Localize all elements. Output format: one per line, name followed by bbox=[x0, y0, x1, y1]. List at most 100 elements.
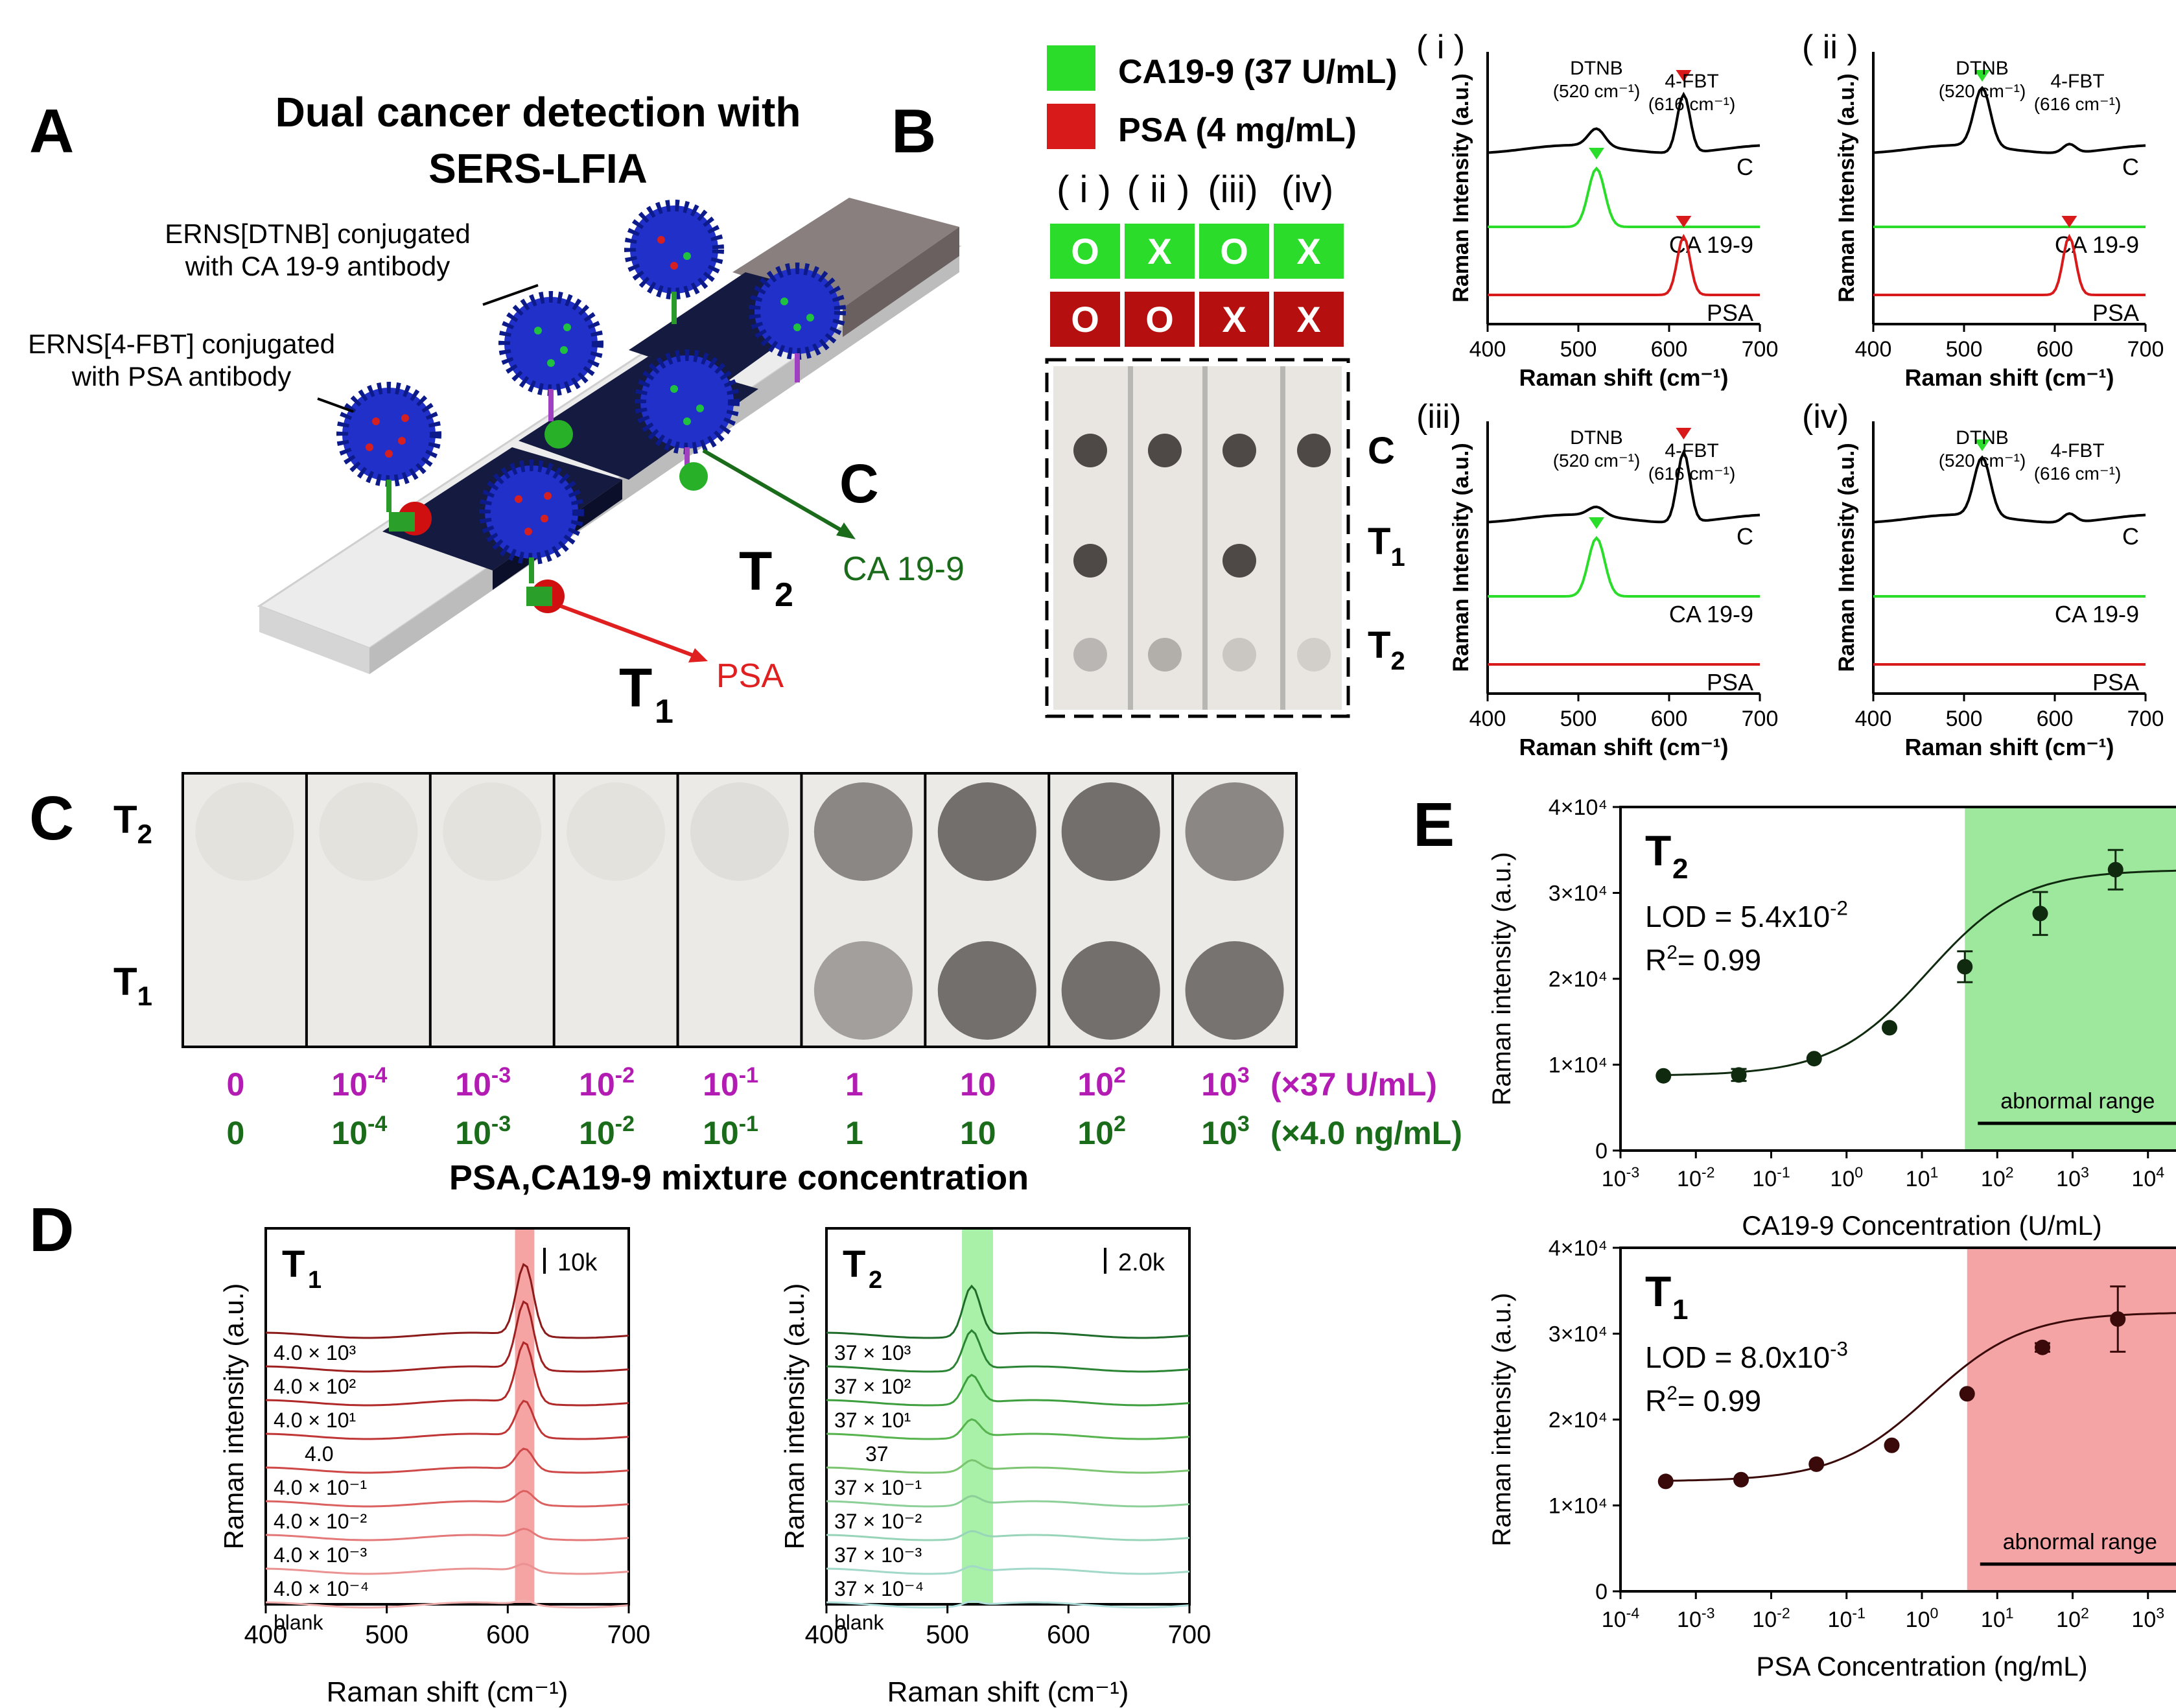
spectrum-6 bbox=[826, 1530, 1190, 1541]
x-axis-label: PSA Concentration (ng/mL) bbox=[1756, 1651, 2087, 1681]
y-axis-label: Raman Intensity (a.u.) bbox=[1449, 443, 1473, 672]
x-tick-label: 104 bbox=[2131, 1164, 2164, 1191]
panel-a-letter: A bbox=[29, 97, 74, 166]
label-fbt-2: with PSA antibody bbox=[71, 361, 292, 392]
spectrum-label-6: 4.0 × 10⁻³ bbox=[274, 1543, 367, 1567]
spectrum-id: ( i ) bbox=[1416, 29, 1465, 66]
label-t2-sub: 2 bbox=[775, 576, 793, 614]
x-tick-label: 600 bbox=[486, 1620, 530, 1649]
plot-frame bbox=[264, 1227, 630, 1606]
scale-label: 10k bbox=[557, 1249, 598, 1276]
arrow-ca199 bbox=[702, 449, 850, 537]
x-tick-label: 500 bbox=[1946, 707, 1983, 731]
spectrum-plot-0: ( i ) 400 500 600 700 Raman shift (cm⁻¹) Raman… bbox=[1416, 29, 1778, 391]
x-tick-label: 10-2 bbox=[1752, 1604, 1790, 1632]
arrow-fbt bbox=[317, 397, 354, 413]
spot-t1-6 bbox=[937, 941, 1036, 1040]
x-tick-label: 500 bbox=[1560, 337, 1597, 362]
spectrum-0 bbox=[265, 1263, 629, 1339]
y-tick-label: 0 bbox=[1595, 1139, 1608, 1164]
conc-green-3: 10-2 bbox=[579, 1112, 635, 1151]
conc-magenta-6: 10 bbox=[960, 1066, 996, 1103]
x-tick-label: 700 bbox=[1168, 1620, 1211, 1649]
y-tick-label: 3×10⁴ bbox=[1549, 1322, 1608, 1347]
arrow-dtnb bbox=[482, 284, 539, 306]
r2-text: R2= 0.99 bbox=[1645, 942, 1761, 977]
data-point-6 bbox=[2107, 861, 2123, 878]
x-tick-label: 10-3 bbox=[1602, 1164, 1639, 1191]
spectrum-plot-1: ( ii ) 400 500 600 700 Raman shift (cm⁻¹) Rama… bbox=[1802, 29, 2164, 391]
data-point-0 bbox=[1655, 1068, 1672, 1084]
strip-label-t1: T1 bbox=[1368, 521, 1405, 572]
plot-title: T bbox=[843, 1243, 865, 1285]
label-psa: PSA bbox=[716, 657, 784, 695]
panel-c-letter: C bbox=[29, 784, 74, 853]
annot-dtnb: DTNB bbox=[1570, 427, 1623, 449]
strip-dot-0-2 bbox=[1223, 434, 1256, 467]
y-tick-label: 2×10⁴ bbox=[1549, 1408, 1608, 1433]
annot-dtnb-value: (520 cm⁻¹) bbox=[1553, 81, 1641, 101]
trace-0 bbox=[1873, 86, 2146, 154]
x-tick-label: 700 bbox=[1742, 707, 1779, 731]
x-tick-label: 102 bbox=[2056, 1604, 2089, 1632]
spectrum-label-5: 4.0 × 10⁻² bbox=[274, 1510, 367, 1533]
x-axis-label: Raman shift (cm⁻¹) bbox=[327, 1676, 568, 1708]
trace-label-2: PSA bbox=[2092, 669, 2139, 696]
y-axis-label: Raman intensity (a.u.) bbox=[218, 1283, 249, 1550]
panel-a-title-2: SERS-LFIA bbox=[428, 145, 648, 192]
spectrum-7 bbox=[265, 1563, 629, 1575]
x-tick-label: 10-2 bbox=[1677, 1164, 1714, 1191]
annot-fbt-value: (616 cm⁻¹) bbox=[1648, 94, 1736, 114]
label-fbt-1: ERNS[4-FBT] conjugated bbox=[28, 329, 335, 359]
trace-label-0: C bbox=[2122, 523, 2139, 550]
spot-t2-1 bbox=[319, 782, 418, 881]
data-point-4 bbox=[1959, 1386, 1975, 1402]
trace-label-1: CA 19-9 bbox=[2055, 601, 2139, 627]
spectrum-label-2: 37 × 10¹ bbox=[834, 1409, 911, 1432]
trace-1 bbox=[1488, 166, 1760, 228]
spot-t2-0 bbox=[195, 782, 294, 881]
x-tick-label: 400 bbox=[1855, 707, 1892, 731]
x-tick-label: 10-1 bbox=[1752, 1164, 1790, 1191]
label-c: C bbox=[839, 453, 879, 514]
grid-red-cell-3 bbox=[1274, 292, 1344, 347]
nanoparticle-c-2 bbox=[749, 263, 846, 382]
spectrum-0 bbox=[826, 1284, 1190, 1339]
data-point-4 bbox=[1957, 959, 1973, 975]
x-tick-label: 400 bbox=[244, 1620, 288, 1649]
marker-fbt bbox=[1676, 216, 1692, 228]
x-tick-label: 102 bbox=[1981, 1164, 2014, 1191]
strip-divider-0 bbox=[1128, 366, 1133, 710]
x-axis-label: Raman shift (cm⁻¹) bbox=[1904, 364, 2114, 391]
abnormal-region bbox=[1965, 807, 2176, 1151]
panel-c: C T2 T1 0 0 10-4 10-4 10-3 10-3 10-2 10-2 10-1 10… bbox=[29, 772, 1462, 1197]
nanoparticle-ca199-1 bbox=[498, 291, 603, 449]
spectrum-label-4: 4.0 × 10⁻¹ bbox=[274, 1476, 367, 1499]
y-axis-label: Raman intensity (a.u.) bbox=[1488, 1293, 1516, 1546]
raman-stack-T2: T 2 2.0k 37 × 10³ 37 × 10² 37 × 10¹ 37 37 × 10⁻… bbox=[779, 1227, 1211, 1708]
data-point-0 bbox=[1657, 1473, 1674, 1490]
legend-swatch-ca199 bbox=[1047, 45, 1095, 91]
strip-photo-frame bbox=[1045, 358, 1350, 718]
x-axis-label: Raman shift (cm⁻¹) bbox=[1519, 734, 1728, 760]
lod-text: LOD = 8.0x10-3 bbox=[1645, 1338, 1848, 1374]
x-tick-label: 500 bbox=[365, 1620, 408, 1649]
grid-red-mark-3: X bbox=[1296, 299, 1320, 340]
strip-dot-1-2 bbox=[1223, 544, 1256, 578]
y-tick-label: 4×10⁴ bbox=[1549, 1236, 1608, 1261]
spot-t2-6 bbox=[937, 782, 1036, 881]
spectrum-label-4: 37 × 10⁻¹ bbox=[834, 1476, 922, 1499]
data-point-6 bbox=[2110, 1311, 2126, 1327]
conc-magenta-5: 1 bbox=[845, 1066, 863, 1103]
annot-fbt: 4-FBT bbox=[1665, 71, 1718, 92]
spectrum-label-7: 4.0 × 10⁻⁴ bbox=[274, 1577, 369, 1600]
grid-green-mark-2: O bbox=[1220, 231, 1248, 272]
spot-t2-2 bbox=[443, 782, 542, 881]
conc-magenta-7: 102 bbox=[1077, 1063, 1126, 1103]
conc-magenta-0: 0 bbox=[227, 1066, 245, 1103]
spot-t1-1 bbox=[319, 941, 417, 1040]
x-tick-label: 100 bbox=[1830, 1164, 1863, 1191]
abnormal-region bbox=[1967, 1248, 2176, 1591]
x-tick-label: 101 bbox=[1981, 1604, 2014, 1632]
